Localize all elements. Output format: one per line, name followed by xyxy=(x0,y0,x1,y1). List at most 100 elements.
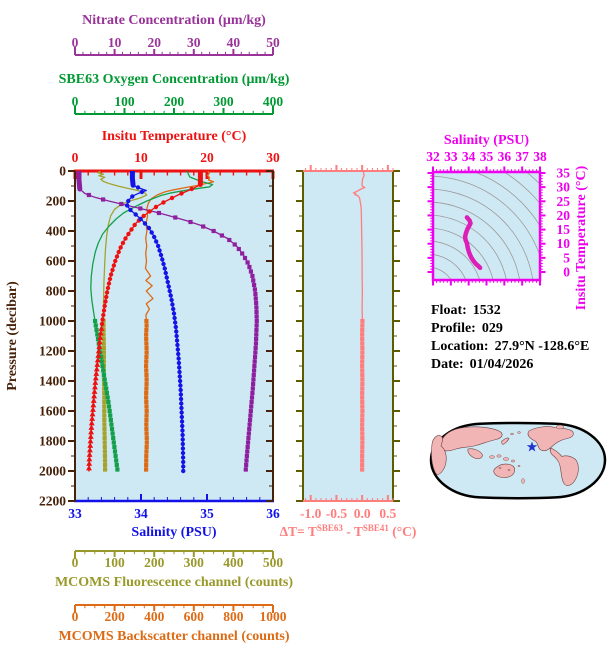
svg-text:25: 25 xyxy=(557,194,571,209)
svg-text:400: 400 xyxy=(144,609,165,624)
svg-text:40: 40 xyxy=(227,35,241,50)
svg-text:33: 33 xyxy=(68,506,82,521)
svg-text:100: 100 xyxy=(114,94,135,109)
svg-text:200: 200 xyxy=(104,609,125,624)
svg-text:50: 50 xyxy=(266,35,280,50)
svg-text:1000: 1000 xyxy=(260,609,287,624)
svg-text:36: 36 xyxy=(498,149,512,164)
svg-text:-0.5: -0.5 xyxy=(326,506,348,521)
date-value: 01/04/2026 xyxy=(469,357,534,372)
float-label: Float: xyxy=(431,303,467,318)
plot-backgrounds xyxy=(75,171,540,501)
svg-text:5: 5 xyxy=(563,250,570,265)
svg-text:500: 500 xyxy=(263,555,284,570)
float-id-row: Float: 1532 xyxy=(431,302,589,320)
svg-text:34: 34 xyxy=(134,506,148,521)
location-row: Location: 27.9°N -128.6°E xyxy=(431,338,589,356)
svg-text:2000: 2000 xyxy=(39,464,66,479)
svg-text:1800: 1800 xyxy=(39,434,66,449)
temperature-axis: 0 10 20 30 Insitu Temperature (°C) xyxy=(72,129,280,179)
pressure-axis: 0 200 400 600 800 1000 1200 1400 1600 1800 2000 220… xyxy=(5,164,274,509)
location-label: Location: xyxy=(431,339,489,354)
float-location-star xyxy=(526,441,538,452)
backscatter-axis: 0 200 400 600 800 1000 MCOMS Backscatter chann… xyxy=(58,604,290,644)
svg-text:200: 200 xyxy=(164,94,185,109)
svg-text:33: 33 xyxy=(444,149,458,164)
svg-text:800: 800 xyxy=(223,609,244,624)
dt-panel: -1.0 -0.5 0.0 0.5 ΔT= TSBE63 - TSBE41 (°C) xyxy=(280,165,417,539)
svg-text:10: 10 xyxy=(108,35,122,50)
profile-value: 029 xyxy=(481,321,503,336)
svg-text:35: 35 xyxy=(557,166,571,181)
svg-text:0.5: 0.5 xyxy=(379,506,396,521)
world-map xyxy=(429,421,607,500)
svg-text:0: 0 xyxy=(72,555,79,570)
svg-text:200: 200 xyxy=(46,194,67,209)
svg-text:600: 600 xyxy=(46,254,67,269)
svg-text:30: 30 xyxy=(187,35,201,50)
profile-series xyxy=(76,171,259,474)
svg-text:ΔT= TSBE63 - TSBE41 (°C): ΔT= TSBE63 - TSBE41 (°C) xyxy=(280,523,417,539)
svg-text:15: 15 xyxy=(557,222,571,237)
svg-text:0.0: 0.0 xyxy=(354,506,371,521)
svg-text:Nitrate Concentration (μm/kg): Nitrate Concentration (μm/kg) xyxy=(82,13,266,28)
svg-text:400: 400 xyxy=(223,555,244,570)
svg-text:Salinity (PSU): Salinity (PSU) xyxy=(131,525,217,540)
svg-text:35: 35 xyxy=(200,506,214,521)
svg-text:600: 600 xyxy=(184,609,205,624)
float-info-block: Float: 1532 Profile: 029 Location: 27.9°N -… xyxy=(431,302,589,374)
nitrate-series xyxy=(76,171,259,472)
svg-text:30: 30 xyxy=(557,180,571,195)
profile-row: Profile: 029 xyxy=(431,320,589,338)
oxygen-axis: 0 100 200 300 400 SBE63 Oxygen Concentration … xyxy=(59,72,290,115)
svg-text:1600: 1600 xyxy=(39,404,66,419)
profile-label: Profile: xyxy=(431,321,476,336)
landmass xyxy=(467,448,483,460)
svg-text:SBE63 Oxygen Concentration (μm: SBE63 Oxygen Concentration (μm/kg) xyxy=(59,72,290,87)
ts-curve xyxy=(462,215,483,271)
svg-text:34: 34 xyxy=(462,149,476,164)
svg-text:1000: 1000 xyxy=(39,314,66,329)
svg-text:0: 0 xyxy=(72,609,79,624)
svg-text:20: 20 xyxy=(557,208,571,223)
salinity-axis: 33 34 35 36 Salinity (PSU) xyxy=(68,494,280,540)
date-label: Date: xyxy=(431,357,464,372)
svg-text:400: 400 xyxy=(263,94,284,109)
svg-text:38: 38 xyxy=(533,149,547,164)
svg-text:0: 0 xyxy=(563,265,570,280)
svg-text:20: 20 xyxy=(147,35,161,50)
landmass xyxy=(501,437,510,445)
svg-text:400: 400 xyxy=(46,224,67,239)
svg-text:2200: 2200 xyxy=(39,494,66,509)
svg-text:1200: 1200 xyxy=(39,344,66,359)
svg-text:32: 32 xyxy=(426,149,440,164)
svg-text:0: 0 xyxy=(59,164,66,179)
svg-text:35: 35 xyxy=(480,149,494,164)
landmass xyxy=(549,447,579,486)
svg-text:-1.0: -1.0 xyxy=(300,506,322,521)
svg-text:1400: 1400 xyxy=(39,374,66,389)
temperature-series xyxy=(86,171,203,472)
location-value: 27.9°N -128.6°E xyxy=(494,339,590,354)
svg-text:300: 300 xyxy=(213,94,234,109)
svg-text:MCOMS Backscatter channel (cou: MCOMS Backscatter channel (counts) xyxy=(58,629,289,644)
svg-text:800: 800 xyxy=(46,284,67,299)
date-row: Date: 01/04/2026 xyxy=(431,356,589,374)
svg-text:20: 20 xyxy=(200,150,214,165)
svg-text:100: 100 xyxy=(104,555,125,570)
svg-text:10: 10 xyxy=(557,236,571,251)
salinity-series xyxy=(124,171,186,474)
svg-text:Insitu Temperature (°C): Insitu Temperature (°C) xyxy=(102,129,247,144)
fluorescence-axis: 0 100 200 300 400 500 MCOMS Fluorescence chann… xyxy=(55,550,293,590)
svg-text:Salinity (PSU): Salinity (PSU) xyxy=(444,133,530,148)
svg-text:0: 0 xyxy=(72,35,79,50)
svg-text:36: 36 xyxy=(266,506,280,521)
landmass xyxy=(431,435,447,476)
svg-text:MCOMS Fluorescence channel (co: MCOMS Fluorescence channel (counts) xyxy=(55,575,293,590)
svg-text:300: 300 xyxy=(184,555,205,570)
delta-t-series xyxy=(352,170,366,472)
svg-text:0: 0 xyxy=(72,150,79,165)
svg-text:37: 37 xyxy=(515,149,529,164)
